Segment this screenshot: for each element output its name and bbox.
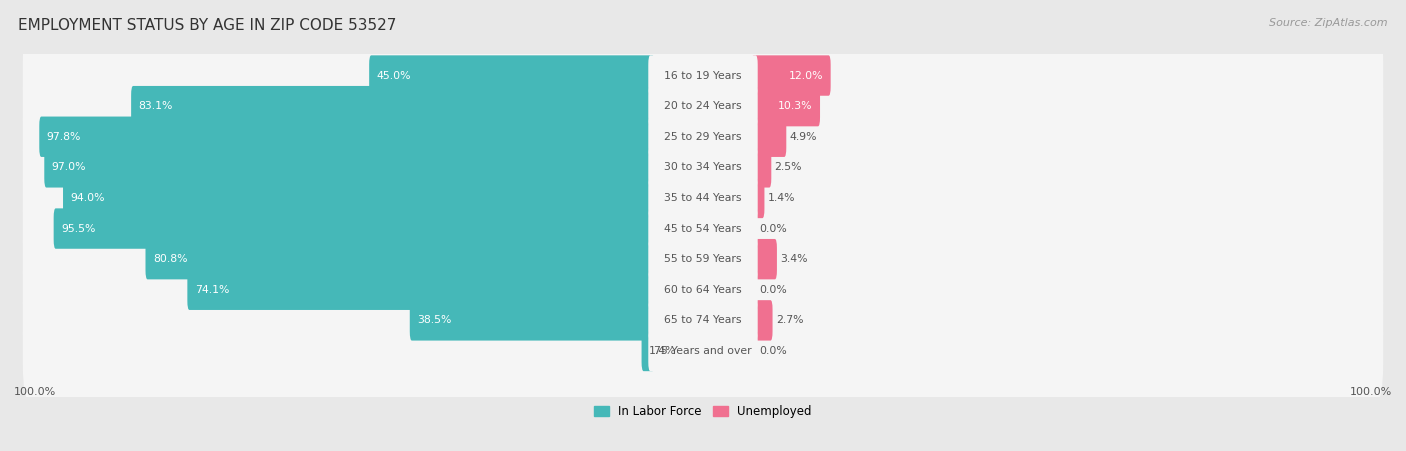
FancyBboxPatch shape — [648, 55, 758, 96]
Text: Source: ZipAtlas.com: Source: ZipAtlas.com — [1270, 18, 1388, 28]
FancyBboxPatch shape — [44, 147, 654, 188]
FancyBboxPatch shape — [22, 25, 1384, 126]
FancyBboxPatch shape — [648, 86, 758, 126]
Text: 2.7%: 2.7% — [776, 315, 803, 325]
Text: 1.4%: 1.4% — [650, 346, 676, 356]
Text: 55 to 59 Years: 55 to 59 Years — [664, 254, 742, 264]
Text: 25 to 29 Years: 25 to 29 Years — [664, 132, 742, 142]
FancyBboxPatch shape — [22, 116, 1384, 218]
Text: 30 to 34 Years: 30 to 34 Years — [664, 162, 742, 172]
Text: 4.9%: 4.9% — [790, 132, 817, 142]
FancyBboxPatch shape — [648, 147, 758, 188]
FancyBboxPatch shape — [641, 331, 654, 371]
Text: 3.4%: 3.4% — [780, 254, 808, 264]
FancyBboxPatch shape — [648, 208, 758, 249]
Text: 12.0%: 12.0% — [789, 70, 824, 81]
Text: 97.8%: 97.8% — [46, 132, 82, 142]
FancyBboxPatch shape — [145, 239, 654, 279]
FancyBboxPatch shape — [648, 300, 758, 341]
FancyBboxPatch shape — [22, 239, 1384, 341]
FancyBboxPatch shape — [752, 300, 772, 341]
Text: 0.0%: 0.0% — [759, 224, 787, 234]
Text: 1.4%: 1.4% — [768, 193, 796, 203]
Text: 74.1%: 74.1% — [195, 285, 229, 295]
FancyBboxPatch shape — [22, 55, 1384, 157]
Text: EMPLOYMENT STATUS BY AGE IN ZIP CODE 53527: EMPLOYMENT STATUS BY AGE IN ZIP CODE 535… — [18, 18, 396, 33]
FancyBboxPatch shape — [22, 178, 1384, 279]
FancyBboxPatch shape — [648, 270, 758, 310]
FancyBboxPatch shape — [648, 331, 758, 371]
FancyBboxPatch shape — [370, 55, 654, 96]
FancyBboxPatch shape — [752, 147, 772, 188]
FancyBboxPatch shape — [187, 270, 654, 310]
FancyBboxPatch shape — [752, 239, 778, 279]
Text: 45 to 54 Years: 45 to 54 Years — [664, 224, 742, 234]
Legend: In Labor Force, Unemployed: In Labor Force, Unemployed — [595, 405, 811, 419]
FancyBboxPatch shape — [752, 178, 765, 218]
FancyBboxPatch shape — [53, 208, 654, 249]
Text: 80.8%: 80.8% — [153, 254, 187, 264]
Text: 0.0%: 0.0% — [759, 285, 787, 295]
FancyBboxPatch shape — [648, 178, 758, 218]
Text: 83.1%: 83.1% — [139, 101, 173, 111]
FancyBboxPatch shape — [131, 86, 654, 126]
FancyBboxPatch shape — [752, 55, 831, 96]
FancyBboxPatch shape — [22, 300, 1384, 402]
Text: 10.3%: 10.3% — [778, 101, 813, 111]
Text: 65 to 74 Years: 65 to 74 Years — [664, 315, 742, 325]
FancyBboxPatch shape — [22, 147, 1384, 249]
FancyBboxPatch shape — [22, 86, 1384, 188]
FancyBboxPatch shape — [752, 116, 786, 157]
FancyBboxPatch shape — [648, 116, 758, 157]
Text: 100.0%: 100.0% — [14, 387, 56, 397]
Text: 2.5%: 2.5% — [775, 162, 803, 172]
Text: 100.0%: 100.0% — [1350, 387, 1392, 397]
Text: 20 to 24 Years: 20 to 24 Years — [664, 101, 742, 111]
Text: 45.0%: 45.0% — [377, 70, 411, 81]
FancyBboxPatch shape — [22, 208, 1384, 310]
Text: 38.5%: 38.5% — [418, 315, 451, 325]
FancyBboxPatch shape — [39, 116, 654, 157]
FancyBboxPatch shape — [63, 178, 654, 218]
FancyBboxPatch shape — [409, 300, 654, 341]
Text: 97.0%: 97.0% — [52, 162, 86, 172]
Text: 95.5%: 95.5% — [60, 224, 96, 234]
Text: 94.0%: 94.0% — [70, 193, 105, 203]
Text: 75 Years and over: 75 Years and over — [654, 346, 752, 356]
FancyBboxPatch shape — [648, 239, 758, 279]
Text: 35 to 44 Years: 35 to 44 Years — [664, 193, 742, 203]
FancyBboxPatch shape — [752, 86, 820, 126]
FancyBboxPatch shape — [22, 270, 1384, 371]
Text: 16 to 19 Years: 16 to 19 Years — [664, 70, 742, 81]
Text: 0.0%: 0.0% — [759, 346, 787, 356]
Text: 60 to 64 Years: 60 to 64 Years — [664, 285, 742, 295]
